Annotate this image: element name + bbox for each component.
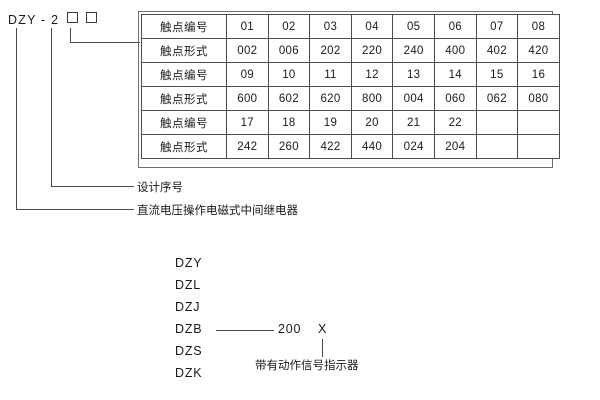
table-cell: 006 bbox=[267, 38, 311, 63]
code-box-1-icon bbox=[66, 12, 78, 23]
table-cell: 440 bbox=[350, 134, 394, 159]
table-cell: 13 bbox=[392, 62, 435, 87]
series-connector-line bbox=[216, 330, 274, 332]
table-row: 触点形式 242 260 422 440 024 204 bbox=[141, 134, 560, 159]
series-item-dzj: DZJ bbox=[175, 300, 201, 314]
leader-line-relay-horizontal bbox=[16, 209, 134, 211]
table-cell: 260 bbox=[267, 134, 311, 159]
table-cell: 21 bbox=[392, 110, 435, 135]
table-cell: 17 bbox=[226, 110, 269, 135]
table-cell: 10 bbox=[267, 62, 311, 87]
table-cell: 062 bbox=[475, 86, 519, 111]
table-cell: 02 bbox=[267, 14, 311, 39]
table-cell: 11 bbox=[309, 62, 352, 87]
table-cell: 07 bbox=[475, 14, 519, 39]
row-header: 触点形式 bbox=[141, 38, 227, 63]
table-cell-empty bbox=[475, 134, 519, 159]
table-cell: 240 bbox=[392, 38, 435, 63]
table-cell: 09 bbox=[226, 62, 269, 87]
leader-line-serial-vertical bbox=[51, 28, 53, 187]
table-cell: 14 bbox=[433, 62, 477, 87]
row-header: 触点编号 bbox=[141, 62, 227, 87]
table-cell: 602 bbox=[267, 86, 311, 111]
code-box-2-icon bbox=[85, 12, 97, 23]
table-cell: 18 bbox=[267, 110, 311, 135]
series-item-dzs: DZS bbox=[175, 344, 203, 358]
table-cell: 05 bbox=[392, 14, 435, 39]
table-cell: 01 bbox=[226, 14, 269, 39]
contact-table: 触点编号 01 02 03 04 05 06 07 08 触点形式 002 00… bbox=[141, 14, 560, 159]
table-cell: 004 bbox=[392, 86, 435, 111]
series-item-dzb: DZB bbox=[175, 322, 203, 336]
annotation-relay-description: 直流电压操作电磁式中间继电器 bbox=[137, 205, 298, 217]
annotation-design-serial-number: 设计序号 bbox=[137, 182, 183, 194]
row-header: 触点编号 bbox=[141, 110, 227, 135]
table-cell: 202 bbox=[309, 38, 352, 63]
table-cell-empty bbox=[475, 110, 519, 135]
table-cell: 242 bbox=[226, 134, 269, 159]
table-cell: 800 bbox=[350, 86, 394, 111]
table-cell: 04 bbox=[350, 14, 394, 39]
table-cell: 06 bbox=[433, 14, 477, 39]
table-cell: 620 bbox=[309, 86, 352, 111]
table-cell: 002 bbox=[226, 38, 269, 63]
table-cell: 220 bbox=[350, 38, 394, 63]
table-cell: 12 bbox=[350, 62, 394, 87]
table-cell: 402 bbox=[475, 38, 519, 63]
table-cell: 03 bbox=[309, 14, 352, 39]
suffix-leader-line bbox=[322, 339, 324, 357]
model-code-label: DZY - 2 bbox=[8, 12, 97, 27]
table-cell: 19 bbox=[309, 110, 352, 135]
series-item-dzy: DZY bbox=[175, 256, 203, 270]
row-header: 触点形式 bbox=[141, 86, 227, 111]
series-suffix-x: X bbox=[318, 322, 327, 336]
table-cell: 204 bbox=[433, 134, 477, 159]
annotation-signal-indicator: 带有动作信号指示器 bbox=[255, 360, 359, 372]
model-code-prefix: DZY - 2 bbox=[8, 13, 60, 27]
series-item-dzl: DZL bbox=[175, 278, 202, 292]
series-value-200: 200 bbox=[278, 322, 302, 336]
table-cell: 16 bbox=[517, 62, 560, 87]
table-row: 触点形式 002 006 202 220 240 400 402 420 bbox=[141, 38, 560, 63]
table-row: 触点编号 01 02 03 04 05 06 07 08 bbox=[141, 14, 560, 39]
table-cell-empty bbox=[517, 110, 560, 135]
table-cell: 22 bbox=[433, 110, 477, 135]
leader-line-table-horizontal bbox=[70, 42, 140, 44]
table-row: 触点编号 17 18 19 20 21 22 bbox=[141, 110, 560, 135]
table-row: 触点编号 09 10 11 12 13 14 15 16 bbox=[141, 62, 560, 87]
table-cell: 024 bbox=[392, 134, 435, 159]
table-cell-empty bbox=[517, 134, 560, 159]
table-row: 触点形式 600 602 620 800 004 060 062 080 bbox=[141, 86, 560, 111]
table-cell: 20 bbox=[350, 110, 394, 135]
row-header: 触点形式 bbox=[141, 134, 227, 159]
contact-table-body: 触点编号 01 02 03 04 05 06 07 08 触点形式 002 00… bbox=[141, 14, 560, 159]
leader-line-relay-vertical bbox=[16, 28, 18, 210]
table-cell: 15 bbox=[475, 62, 519, 87]
table-cell: 080 bbox=[517, 86, 560, 111]
table-cell: 400 bbox=[433, 38, 477, 63]
table-cell: 08 bbox=[517, 14, 560, 39]
table-cell: 420 bbox=[517, 38, 560, 63]
row-header: 触点编号 bbox=[141, 14, 227, 39]
table-cell: 422 bbox=[309, 134, 352, 159]
table-cell: 600 bbox=[226, 86, 269, 111]
leader-line-serial-horizontal bbox=[51, 186, 134, 188]
table-cell: 060 bbox=[433, 86, 477, 111]
series-item-dzk: DZK bbox=[175, 366, 203, 380]
leader-line-table-vertical bbox=[70, 28, 72, 43]
